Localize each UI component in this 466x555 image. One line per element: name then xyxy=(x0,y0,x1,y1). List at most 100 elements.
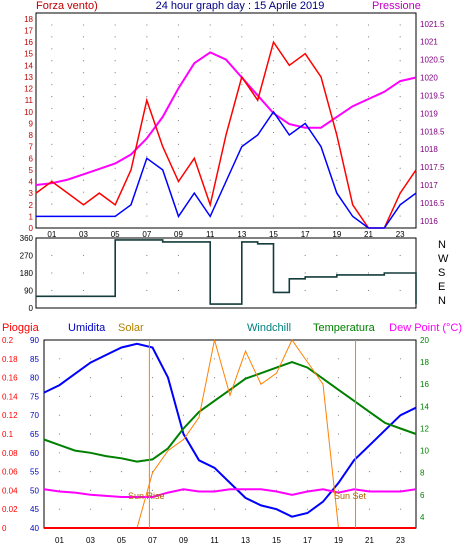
panel1-grid-dot xyxy=(177,131,180,134)
panel1-grid-dot xyxy=(304,36,306,38)
panel1-grid-dot xyxy=(272,119,275,122)
panel1-grid-dot xyxy=(177,36,180,38)
panel1-grid-dot xyxy=(336,119,338,122)
panel3-grid-dot xyxy=(337,377,340,379)
panel1-grid-dot xyxy=(272,60,275,62)
panel1-grid-dot xyxy=(114,131,116,134)
panel3-grid-dot xyxy=(89,433,92,435)
panel3-grid-dot xyxy=(120,508,123,510)
panel3-grid-dot xyxy=(368,452,371,454)
panel3-grid-dot xyxy=(151,508,154,510)
panel1-grid-dot xyxy=(82,167,85,169)
panel1-grid-dot xyxy=(51,155,53,157)
left-tick-label: 14 xyxy=(24,61,33,70)
direction-tick-label: 90 xyxy=(24,287,33,296)
label-windchill: Windchill xyxy=(247,322,291,334)
panel3-grid-dot xyxy=(89,377,92,379)
panel1-grid-dot xyxy=(177,24,180,26)
panel1-grid-dot xyxy=(241,48,243,50)
left-tick-label: 17 xyxy=(24,26,33,35)
right-tick-label: 1021 xyxy=(420,38,438,47)
panel1-grid-dot xyxy=(336,84,338,86)
panel3-grid-dot xyxy=(182,377,185,379)
panel1-grid-dot xyxy=(304,60,306,62)
panel1-grid-dot xyxy=(209,60,211,62)
panel3-grid-dot xyxy=(151,358,154,360)
panel3-grid-dot xyxy=(275,471,278,473)
panel1-grid-dot xyxy=(51,167,53,169)
panel1-grid-dot xyxy=(336,143,338,145)
panel1-grid-dot xyxy=(399,107,401,110)
panel1-grid-dot xyxy=(272,131,275,134)
panel1-grid-dot xyxy=(177,84,180,86)
panel1-grid-dot xyxy=(241,215,243,217)
x-tick-label-bottom: 11 xyxy=(210,536,219,545)
panel1-grid-dot xyxy=(336,155,338,157)
panel1-grid-dot xyxy=(241,72,243,74)
panel2-grid-dot xyxy=(367,272,370,274)
panel1-grid-dot xyxy=(241,179,243,181)
left-tick-label: 0 xyxy=(29,224,34,233)
panel1-grid-dot xyxy=(367,60,370,62)
x-tick-label-bottom: 05 xyxy=(117,536,126,545)
humidity-tick-label: 45 xyxy=(30,505,39,514)
panel3-grid-dot xyxy=(213,508,216,510)
panel3-grid-dot xyxy=(244,433,247,435)
label-temperatura: Temperatura xyxy=(313,322,376,334)
temp-tick-label: 20 xyxy=(420,336,429,345)
temp-tick-label: 4 xyxy=(420,513,425,522)
panel1-grid-dot xyxy=(399,215,401,217)
direction-tick-label: 0 xyxy=(29,304,34,313)
panel3-grid-dot xyxy=(89,471,92,473)
panel3-grid-dot xyxy=(89,508,92,510)
panel3-grid-dot xyxy=(120,489,123,491)
panel1-grid-dot xyxy=(114,24,116,26)
panel1-grid-dot xyxy=(399,155,401,157)
panel1-grid-dot xyxy=(114,48,116,50)
panel3-grid-dot xyxy=(89,489,92,491)
panel3-grid-dot xyxy=(306,358,309,360)
panel1-grid-dot xyxy=(336,96,338,98)
panel1-grid-dot xyxy=(82,143,85,145)
panel1-grid-dot xyxy=(209,96,211,98)
panel1-grid-dot xyxy=(209,143,211,145)
panel3-grid-dot xyxy=(337,452,340,454)
panel1-grid-dot xyxy=(114,36,116,38)
panel1-grid-dot xyxy=(399,48,401,50)
humidity-tick-label: 55 xyxy=(30,468,39,477)
panel1-grid-dot xyxy=(367,203,370,205)
left-tick-label: 10 xyxy=(24,108,33,117)
panel1-grid-dot xyxy=(51,84,53,86)
rain-tick-label: 0.16 xyxy=(2,374,18,383)
panel1-grid-dot xyxy=(304,107,306,110)
panel3-grid-dot xyxy=(151,377,154,379)
panel1-grid-dot xyxy=(51,36,53,38)
panel1-grid-dot xyxy=(209,191,211,193)
panel1-grid-dot xyxy=(177,203,180,205)
rain-tick-label: 0.1 xyxy=(2,430,14,439)
rain-tick-label: 0 xyxy=(2,524,7,533)
panel3-grid-dot xyxy=(244,508,247,510)
right-tick-label: 1017.5 xyxy=(420,163,445,172)
panel1-grid-dot xyxy=(304,191,306,193)
panel3-grid-dot xyxy=(120,414,123,416)
left-tick-label: 15 xyxy=(24,50,33,59)
panel1-grid-dot xyxy=(272,179,275,181)
humidity-tick-label: 70 xyxy=(30,411,39,420)
panel1-grid-dot xyxy=(304,96,306,98)
panel1-grid-dot xyxy=(177,48,180,50)
panel1-grid-dot xyxy=(51,60,53,62)
x-tick-label: 15 xyxy=(269,230,278,239)
panel1-grid-dot xyxy=(336,107,338,110)
panel3-grid-dot xyxy=(120,471,123,473)
right-tick-label: 1019.5 xyxy=(420,91,445,100)
x-tick-label: 11 xyxy=(206,230,215,239)
panel1-grid-dot xyxy=(304,143,306,145)
panel3-grid-dot xyxy=(213,395,216,397)
panel3-grid-dot xyxy=(306,377,309,379)
panel2-grid-dot xyxy=(146,289,148,292)
panel2-grid-dot xyxy=(146,272,148,274)
panel1-grid-dot xyxy=(241,107,243,110)
panel3-grid-dot xyxy=(89,414,92,416)
panel1-grid-dot xyxy=(146,131,148,134)
